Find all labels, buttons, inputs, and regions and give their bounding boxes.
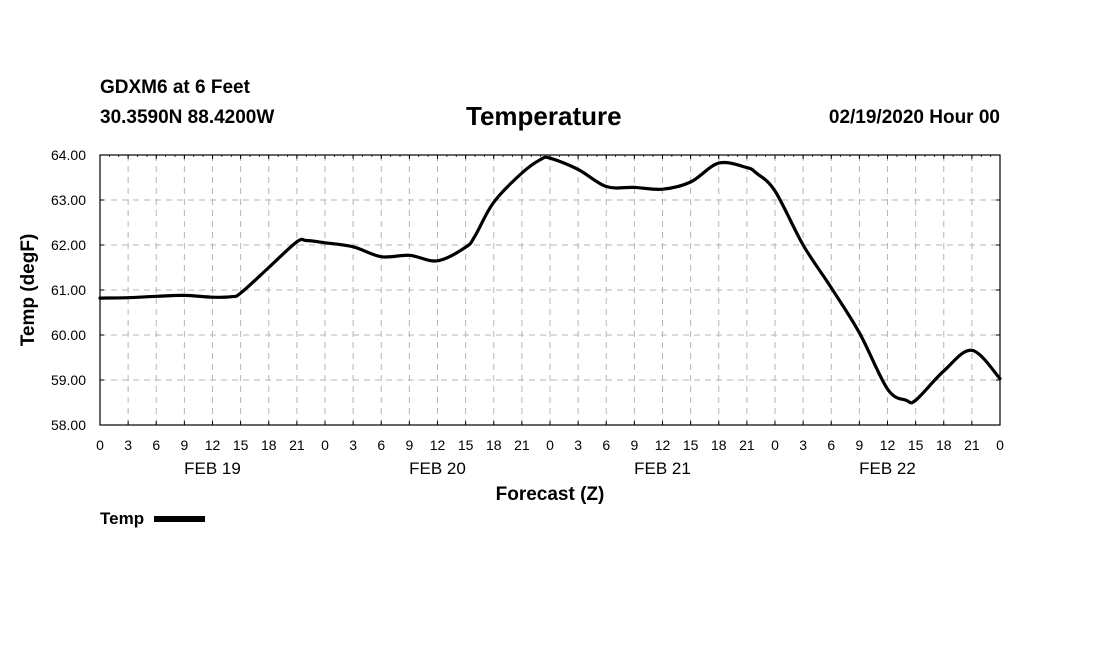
y-tick-label: 64.00: [51, 147, 86, 163]
day-label: FEB 21: [634, 459, 691, 478]
coordinates-label: 30.3590N 88.4200W: [100, 107, 275, 128]
x-tick-label: 0: [996, 437, 1004, 453]
legend-line-swatch: [154, 516, 206, 522]
x-tick-label: 0: [771, 437, 779, 453]
x-tick-label: 9: [180, 437, 188, 453]
x-tick-label: 18: [936, 437, 952, 453]
x-tick-label: 15: [233, 437, 249, 453]
x-tick-label: 3: [349, 437, 357, 453]
x-axis-title: Forecast (Z): [496, 484, 605, 505]
legend: Temp: [100, 509, 206, 529]
x-tick-label: 15: [458, 437, 474, 453]
y-tick-label: 61.00: [51, 282, 86, 298]
x-tick-label: 15: [683, 437, 699, 453]
plot-frame: [99, 154, 1001, 426]
x-tick-labels: 0 3 6 9 12 15 18 21 0 3 6 9 12 15 18 21 0 3 6 9 12 15 18 21 0 3 6 9…: [96, 437, 1004, 453]
y-tick-labels: 58.00 59.00 60.00 61.00 62.00 63.00 64.00: [51, 147, 86, 433]
x-tick-label: 0: [96, 437, 104, 453]
x-tick-label: 12: [655, 437, 671, 453]
legend-label: Temp: [100, 509, 145, 528]
x-tick-label: 6: [377, 437, 385, 453]
x-tick-label: 6: [152, 437, 160, 453]
x-tick-label: 6: [602, 437, 610, 453]
x-tick-label: 9: [630, 437, 638, 453]
x-tick-label: 0: [321, 437, 329, 453]
station-label: GDXM6 at 6 Feet: [100, 77, 250, 98]
day-label: FEB 19: [184, 459, 241, 478]
x-tick-label: 21: [289, 437, 305, 453]
x-tick-label: 12: [880, 437, 896, 453]
x-tick-label: 15: [908, 437, 924, 453]
x-tick-label: 9: [855, 437, 863, 453]
y-tick-label: 59.00: [51, 372, 86, 388]
x-tick-label: 21: [964, 437, 980, 453]
y-tick-label: 63.00: [51, 192, 86, 208]
y-tick-label: 62.00: [51, 237, 86, 253]
x-tick-label: 6: [827, 437, 835, 453]
x-tick-label: 21: [514, 437, 530, 453]
x-tick-label: 18: [486, 437, 502, 453]
temp-series-line: [98, 155, 1002, 405]
y-axis-title: Temp (degF): [18, 234, 39, 347]
day-labels: FEB 19 FEB 20 FEB 21 FEB 22: [184, 459, 916, 478]
x-tick-label: 18: [261, 437, 277, 453]
x-tick-label: 3: [124, 437, 132, 453]
y-tick-label: 60.00: [51, 327, 86, 343]
x-tick-label: 18: [711, 437, 727, 453]
x-tick-label: 9: [405, 437, 413, 453]
day-label: FEB 22: [859, 459, 916, 478]
x-tick-label: 0: [546, 437, 554, 453]
run-time-label: 02/19/2020 Hour 00: [828, 107, 1000, 128]
chart-title: Temperature: [466, 101, 622, 131]
grid-lines: [100, 155, 1000, 425]
x-tick-label: 21: [739, 437, 755, 453]
x-tick-label: 12: [205, 437, 221, 453]
x-tick-label: 3: [574, 437, 582, 453]
x-tick-label: 12: [430, 437, 446, 453]
day-label: FEB 20: [409, 459, 466, 478]
x-tick-label: 3: [799, 437, 807, 453]
y-tick-label: 58.00: [51, 417, 86, 433]
